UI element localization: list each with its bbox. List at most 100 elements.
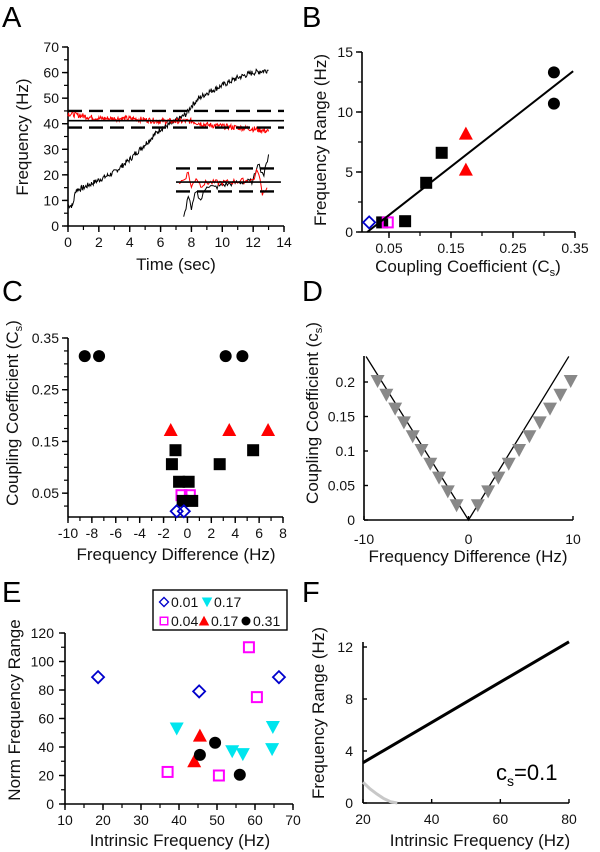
x-axis-title-end: ) — [555, 257, 561, 276]
data-point — [563, 375, 578, 388]
data-point — [209, 736, 222, 749]
legend-marker — [241, 616, 251, 626]
data-point — [235, 748, 250, 762]
y-tick-label: 0.05 — [32, 485, 59, 501]
x-axis-title: Coupling Coefficient (Cs) — [375, 257, 561, 279]
legend-label: 0.17 — [214, 594, 241, 610]
data-point — [222, 423, 237, 437]
y-tick-label: 0 — [347, 512, 355, 528]
y-tick-label: 4 — [345, 743, 353, 759]
data-point — [176, 494, 189, 507]
data-point — [470, 499, 485, 513]
y-tick-label: 0.15 — [328, 409, 355, 425]
y-tick-label: 0 — [345, 224, 353, 240]
x-tick-label: 60 — [493, 811, 509, 827]
data-point — [271, 669, 287, 685]
legend: 0.01 0.17 0.04 0.17 0.31 — [152, 589, 288, 631]
data-point — [449, 499, 464, 513]
data-point — [381, 216, 394, 229]
x-tick-label: 12 — [245, 234, 261, 250]
data-point — [501, 457, 516, 471]
panel-d: D -10 0 10 0 0.05 0.1 0.15 0.2 Frequency Differen… — [302, 276, 581, 566]
x-tick-label: 10 — [57, 812, 73, 828]
y-tick-label: 5 — [345, 164, 353, 180]
y-tick-label: 0.2 — [336, 374, 356, 390]
data-point — [219, 350, 232, 363]
data-point — [370, 375, 385, 388]
x-tick-label: 30 — [133, 812, 149, 828]
data-point — [547, 97, 560, 110]
y-tick-label: 0 — [345, 795, 353, 811]
data-point — [191, 684, 207, 699]
data-point — [458, 162, 473, 176]
data-point — [522, 430, 537, 444]
x-tick-label: 0.25 — [499, 240, 526, 256]
data-point — [169, 444, 182, 457]
data-point — [420, 176, 433, 189]
y-axis-title-subscript: s — [313, 327, 325, 333]
x-tick-label: -10 — [58, 525, 78, 541]
y-tick-label: 10 — [337, 104, 353, 120]
y-tick-label: 20 — [38, 768, 54, 784]
y-axis-title-subscript: s — [13, 325, 25, 331]
x-tick-label: 2 — [95, 234, 103, 250]
panel-b: B 0.05 0.15 0.25 0.35 0 5 10 15 Coupling Coeffici… — [302, 2, 589, 279]
x-axis-title-text: Frequency Difference (Hz) — [368, 547, 567, 566]
series-black — [362, 640, 570, 764]
data-point — [265, 721, 280, 735]
series-black-trace — [67, 68, 269, 209]
panel-letter: D — [302, 276, 323, 308]
x-axis-title: Intrinsic Frequency (Hz) — [390, 831, 570, 850]
y-tick-label: 0.35 — [32, 330, 59, 346]
x-tick-label: 20 — [95, 812, 111, 828]
data-point — [512, 444, 527, 457]
x-tick-label: -6 — [110, 525, 123, 541]
x-tick-label: -2 — [157, 525, 170, 541]
y-tick-label: 12 — [337, 639, 353, 655]
data-point — [414, 444, 429, 457]
data-point — [90, 669, 106, 685]
x-tick-label: -4 — [133, 525, 146, 541]
y-axis-title: Coupling Coefficient (Cs) — [3, 320, 25, 506]
series-red-trace — [67, 110, 270, 135]
data-point — [186, 494, 199, 507]
data-point — [182, 475, 195, 488]
x-axis-title-text: Coupling Coefficient (C — [375, 257, 550, 276]
data-point — [176, 503, 192, 519]
data-point — [481, 485, 496, 499]
x-tick-label: 60 — [247, 812, 263, 828]
x-tick-label: -10 — [354, 531, 374, 547]
data-point — [547, 66, 560, 79]
legend-box — [152, 589, 288, 631]
y-tick-label: 60 — [38, 711, 54, 727]
y-tick-label: 120 — [31, 625, 55, 641]
x-axis-title: Frequency Difference (Hz) — [76, 545, 275, 564]
data-point — [405, 430, 420, 444]
x-tick-label: 4 — [231, 525, 239, 541]
data-point — [242, 641, 255, 654]
y-tick-label: 40 — [43, 116, 59, 132]
x-tick-label: 10 — [565, 531, 581, 547]
y-tick-label: 8 — [345, 691, 353, 707]
data-point — [163, 423, 178, 437]
y-tick-label: 30 — [43, 141, 59, 157]
data-point — [233, 768, 246, 781]
legend-marker — [198, 615, 210, 626]
data-point — [553, 388, 568, 402]
data-point — [432, 471, 447, 485]
legend-marker — [201, 597, 213, 608]
data-point — [543, 402, 558, 416]
y-axis-title-end: ) — [3, 320, 22, 326]
y-axis-title-text: Coupling Coefficient (c — [303, 333, 322, 504]
x-tick-label: 8 — [279, 525, 287, 541]
x-tick-label: 0 — [184, 525, 192, 541]
y-axis-title: Norm Frequency Range — [5, 619, 24, 800]
data-point — [193, 748, 206, 761]
y-tick-label: 80 — [38, 682, 54, 698]
panel-c: C -10 -8 -6 -4 -2 0 2 4 6 8 0.05 0.15 0.25 0.35 Frequen… — [2, 276, 287, 564]
x-axis-title: Frequency Difference (Hz) — [368, 547, 567, 566]
data-point — [491, 471, 506, 485]
panel-a: A 0 2 4 6 8 10 12 14 0 10 20 30 40 50 60 70 Time (sec) Fre… — [2, 2, 292, 274]
data-point — [532, 416, 547, 430]
